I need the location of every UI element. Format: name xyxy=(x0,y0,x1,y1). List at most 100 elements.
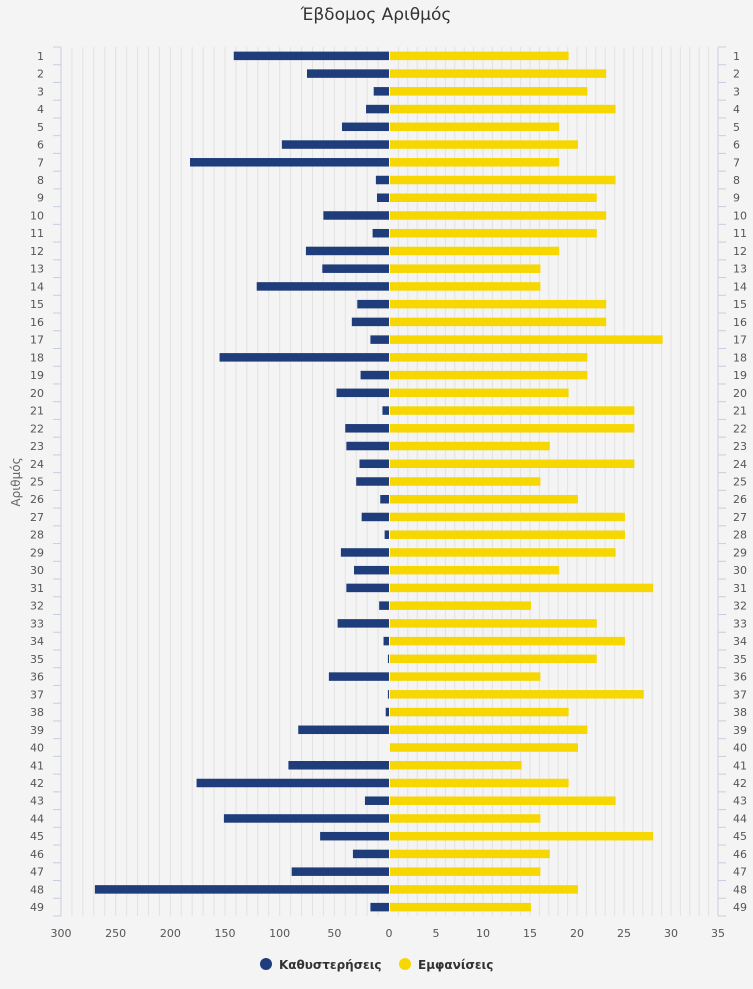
bar-delays[interactable] xyxy=(298,725,389,735)
bar-delays[interactable] xyxy=(385,707,389,717)
bar-appearances[interactable] xyxy=(390,51,569,61)
bar-appearances[interactable] xyxy=(390,761,522,770)
bar-delays[interactable] xyxy=(233,51,389,61)
bar-appearances[interactable] xyxy=(390,512,625,522)
bar-appearances[interactable] xyxy=(390,122,560,132)
bar-delays[interactable] xyxy=(346,583,389,593)
bar-appearances[interactable] xyxy=(390,902,531,912)
bar-delays[interactable] xyxy=(351,317,389,327)
bar-delays[interactable] xyxy=(360,370,389,380)
bar-appearances[interactable] xyxy=(390,654,597,664)
bar-delays[interactable] xyxy=(376,193,389,202)
bar-appearances[interactable] xyxy=(390,370,588,380)
bar-delays[interactable] xyxy=(337,619,389,628)
bar-appearances[interactable] xyxy=(390,211,607,220)
bar-delays[interactable] xyxy=(366,104,389,114)
bar-delays[interactable] xyxy=(291,867,389,876)
bar-appearances[interactable] xyxy=(390,885,578,894)
bar-appearances[interactable] xyxy=(390,548,616,557)
bar-appearances[interactable] xyxy=(390,583,654,593)
bar-appearances[interactable] xyxy=(390,743,578,752)
bar-appearances[interactable] xyxy=(390,619,597,628)
bar-appearances[interactable] xyxy=(390,104,616,114)
bar-appearances[interactable] xyxy=(390,264,541,273)
bar-delays[interactable] xyxy=(196,778,389,788)
bar-delays[interactable] xyxy=(307,69,389,78)
bar-delays[interactable] xyxy=(370,335,389,344)
legend-label-delays[interactable]: Καθυστερήσεις xyxy=(279,958,382,972)
bar-appearances[interactable] xyxy=(390,87,588,96)
bar-delays[interactable] xyxy=(256,282,389,291)
bar-delays[interactable] xyxy=(379,601,389,610)
bar-delays[interactable] xyxy=(380,494,389,504)
bar-appearances[interactable] xyxy=(390,814,541,823)
bar-delays[interactable] xyxy=(288,761,389,770)
bar-delays[interactable] xyxy=(382,406,389,415)
bar-delays[interactable] xyxy=(361,512,389,522)
bar-delays[interactable] xyxy=(387,654,389,664)
bar-appearances[interactable] xyxy=(390,175,616,185)
bar-delays[interactable] xyxy=(223,814,389,823)
bar-appearances[interactable] xyxy=(390,246,560,256)
bar-appearances[interactable] xyxy=(390,796,616,805)
bar-delays[interactable] xyxy=(384,530,389,539)
bar-delays[interactable] xyxy=(94,885,389,894)
bar-delays[interactable] xyxy=(219,353,389,362)
bar-appearances[interactable] xyxy=(390,388,569,398)
bar-delays[interactable] xyxy=(305,246,389,256)
bar-appearances[interactable] xyxy=(390,353,588,362)
bar-delays[interactable] xyxy=(340,548,389,557)
bar-appearances[interactable] xyxy=(390,672,541,681)
bar-appearances[interactable] xyxy=(390,690,644,699)
bar-appearances[interactable] xyxy=(390,601,531,610)
bar-appearances[interactable] xyxy=(390,831,654,841)
bar-delays[interactable] xyxy=(341,122,389,132)
bar-appearances[interactable] xyxy=(390,335,663,344)
bar-appearances[interactable] xyxy=(390,530,625,539)
bar-appearances[interactable] xyxy=(390,707,569,717)
bar-appearances[interactable] xyxy=(390,867,541,876)
bar-delays[interactable] xyxy=(336,388,389,398)
bar-delays[interactable] xyxy=(372,228,389,238)
bar-appearances[interactable] xyxy=(390,565,560,575)
bar-appearances[interactable] xyxy=(390,228,597,238)
bar-delays[interactable] xyxy=(320,831,389,841)
bar-delays[interactable] xyxy=(373,87,389,96)
bar-delays[interactable] xyxy=(190,158,389,167)
bar-delays[interactable] xyxy=(354,565,389,575)
bar-appearances[interactable] xyxy=(390,849,550,859)
legend-label-appearances[interactable]: Εμφανίσεις xyxy=(418,958,493,972)
bar-delays[interactable] xyxy=(322,264,389,273)
bar-appearances[interactable] xyxy=(390,299,607,309)
legend-marker-appearances[interactable] xyxy=(399,958,411,970)
bar-appearances[interactable] xyxy=(390,158,560,167)
bar-delays[interactable] xyxy=(387,690,389,699)
bar-delays[interactable] xyxy=(345,424,389,433)
bar-delays[interactable] xyxy=(359,459,389,469)
bar-appearances[interactable] xyxy=(390,725,588,735)
legend-marker-delays[interactable] xyxy=(260,958,272,970)
bar-appearances[interactable] xyxy=(390,441,550,451)
bar-appearances[interactable] xyxy=(390,282,541,291)
bar-delays[interactable] xyxy=(352,849,389,859)
bar-delays[interactable] xyxy=(364,796,389,805)
bar-appearances[interactable] xyxy=(390,317,607,327)
bar-delays[interactable] xyxy=(357,299,389,309)
bar-appearances[interactable] xyxy=(390,477,541,486)
bar-delays[interactable] xyxy=(323,211,389,220)
bar-appearances[interactable] xyxy=(390,459,635,469)
bar-appearances[interactable] xyxy=(390,193,597,202)
bar-delays[interactable] xyxy=(370,902,389,912)
bar-delays[interactable] xyxy=(375,175,389,185)
bar-delays[interactable] xyxy=(383,636,389,646)
bar-appearances[interactable] xyxy=(390,406,635,415)
bar-appearances[interactable] xyxy=(390,636,625,646)
bar-appearances[interactable] xyxy=(390,494,578,504)
bar-appearances[interactable] xyxy=(390,69,607,78)
bar-delays[interactable] xyxy=(281,140,389,149)
bar-delays[interactable] xyxy=(328,672,389,681)
bar-delays[interactable] xyxy=(346,441,389,451)
bar-appearances[interactable] xyxy=(390,140,578,149)
bar-delays[interactable] xyxy=(356,477,389,486)
bar-appearances[interactable] xyxy=(390,778,569,788)
